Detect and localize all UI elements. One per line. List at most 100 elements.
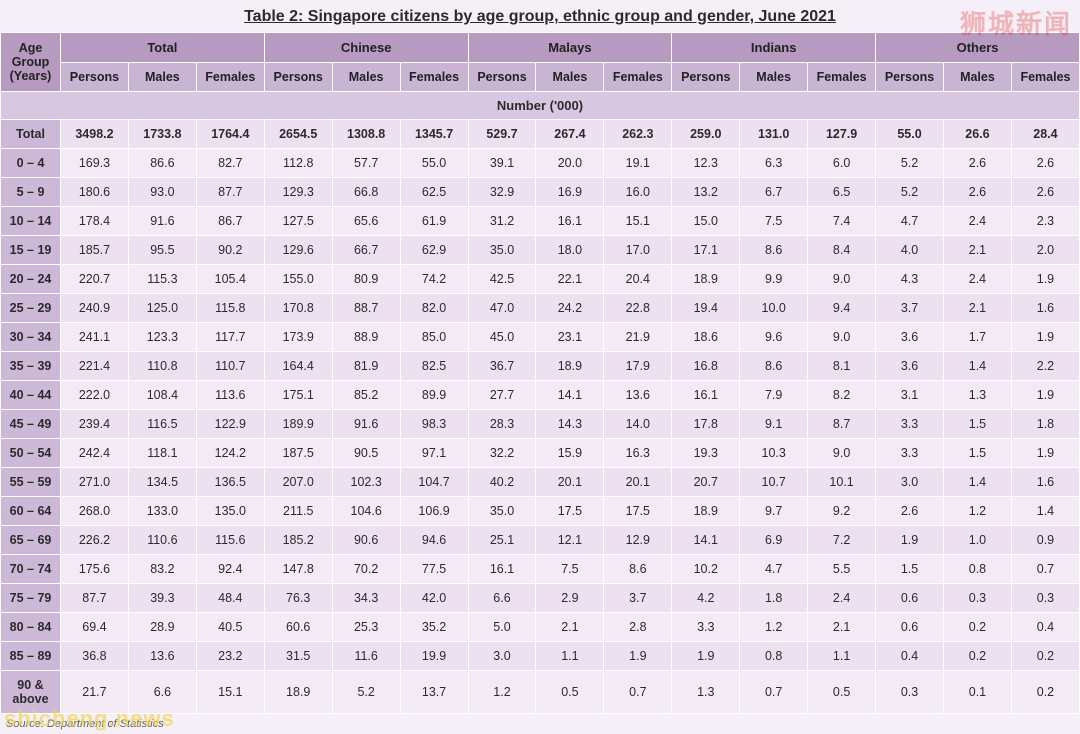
col-others-males: Males bbox=[943, 63, 1011, 92]
col-malays-females: Females bbox=[604, 63, 672, 92]
value-cell: 0.9 bbox=[1011, 526, 1079, 555]
table-row: 0 – 4169.386.682.7112.857.755.039.120.01… bbox=[1, 149, 1080, 178]
value-cell: 268.0 bbox=[61, 497, 129, 526]
value-cell: 19.1 bbox=[604, 149, 672, 178]
value-cell: 1.3 bbox=[943, 381, 1011, 410]
unit-row: Number ('000) bbox=[1, 92, 1080, 120]
value-cell: 24.2 bbox=[536, 294, 604, 323]
value-cell: 14.0 bbox=[604, 410, 672, 439]
value-cell: 47.0 bbox=[468, 294, 536, 323]
age-cell: 15 – 19 bbox=[1, 236, 61, 265]
value-cell: 118.1 bbox=[128, 439, 196, 468]
value-cell: 0.3 bbox=[1011, 584, 1079, 613]
value-cell: 2.6 bbox=[1011, 178, 1079, 207]
value-cell: 221.4 bbox=[61, 352, 129, 381]
value-cell: 19.9 bbox=[400, 642, 468, 671]
value-cell: 28.3 bbox=[468, 410, 536, 439]
age-cell: 60 – 64 bbox=[1, 497, 61, 526]
colgroup-total: Total bbox=[61, 33, 265, 63]
table-row: 45 – 49239.4116.5122.9189.991.698.328.31… bbox=[1, 410, 1080, 439]
value-cell: 6.6 bbox=[468, 584, 536, 613]
value-cell: 55.0 bbox=[876, 120, 944, 149]
age-cell: 25 – 29 bbox=[1, 294, 61, 323]
value-cell: 12.9 bbox=[604, 526, 672, 555]
value-cell: 1.9 bbox=[1011, 439, 1079, 468]
value-cell: 95.5 bbox=[128, 236, 196, 265]
value-cell: 35.2 bbox=[400, 613, 468, 642]
value-cell: 16.1 bbox=[672, 381, 740, 410]
value-cell: 40.5 bbox=[196, 613, 264, 642]
value-cell: 0.2 bbox=[1011, 642, 1079, 671]
value-cell: 6.0 bbox=[808, 149, 876, 178]
value-cell: 39.3 bbox=[128, 584, 196, 613]
col-others-persons: Persons bbox=[876, 63, 944, 92]
value-cell: 1.1 bbox=[536, 642, 604, 671]
value-cell: 16.8 bbox=[672, 352, 740, 381]
value-cell: 2.9 bbox=[536, 584, 604, 613]
table-row: 50 – 54242.4118.1124.2187.590.597.132.21… bbox=[1, 439, 1080, 468]
value-cell: 18.6 bbox=[672, 323, 740, 352]
value-cell: 17.1 bbox=[672, 236, 740, 265]
value-cell: 112.8 bbox=[264, 149, 332, 178]
value-cell: 66.8 bbox=[332, 178, 400, 207]
value-cell: 0.8 bbox=[943, 555, 1011, 584]
value-cell: 189.9 bbox=[264, 410, 332, 439]
value-cell: 0.2 bbox=[1011, 671, 1079, 714]
value-cell: 123.3 bbox=[128, 323, 196, 352]
value-cell: 3498.2 bbox=[61, 120, 129, 149]
age-cell: 65 – 69 bbox=[1, 526, 61, 555]
value-cell: 0.2 bbox=[943, 642, 1011, 671]
value-cell: 93.0 bbox=[128, 178, 196, 207]
value-cell: 1.9 bbox=[876, 526, 944, 555]
value-cell: 9.1 bbox=[740, 410, 808, 439]
value-cell: 90.2 bbox=[196, 236, 264, 265]
value-cell: 4.7 bbox=[740, 555, 808, 584]
value-cell: 185.2 bbox=[264, 526, 332, 555]
value-cell: 1.9 bbox=[672, 642, 740, 671]
value-cell: 1.9 bbox=[1011, 265, 1079, 294]
age-cell: 70 – 74 bbox=[1, 555, 61, 584]
value-cell: 86.6 bbox=[128, 149, 196, 178]
value-cell: 267.4 bbox=[536, 120, 604, 149]
value-cell: 9.7 bbox=[740, 497, 808, 526]
value-cell: 17.8 bbox=[672, 410, 740, 439]
value-cell: 6.7 bbox=[740, 178, 808, 207]
age-cell: 85 – 89 bbox=[1, 642, 61, 671]
value-cell: 74.2 bbox=[400, 265, 468, 294]
value-cell: 211.5 bbox=[264, 497, 332, 526]
value-cell: 207.0 bbox=[264, 468, 332, 497]
table-row: 15 – 19185.795.590.2129.666.762.935.018.… bbox=[1, 236, 1080, 265]
value-cell: 20.4 bbox=[604, 265, 672, 294]
table-row: 70 – 74175.683.292.4147.870.277.516.17.5… bbox=[1, 555, 1080, 584]
value-cell: 10.7 bbox=[740, 468, 808, 497]
value-cell: 39.1 bbox=[468, 149, 536, 178]
value-cell: 65.6 bbox=[332, 207, 400, 236]
value-cell: 175.6 bbox=[61, 555, 129, 584]
col-malays-persons: Persons bbox=[468, 63, 536, 92]
value-cell: 1.5 bbox=[876, 555, 944, 584]
value-cell: 60.6 bbox=[264, 613, 332, 642]
value-cell: 0.7 bbox=[604, 671, 672, 714]
value-cell: 40.2 bbox=[468, 468, 536, 497]
value-cell: 36.8 bbox=[61, 642, 129, 671]
value-cell: 82.0 bbox=[400, 294, 468, 323]
value-cell: 0.7 bbox=[740, 671, 808, 714]
value-cell: 27.7 bbox=[468, 381, 536, 410]
value-cell: 113.6 bbox=[196, 381, 264, 410]
value-cell: 0.5 bbox=[808, 671, 876, 714]
unit-label: Number ('000) bbox=[1, 92, 1080, 120]
value-cell: 5.0 bbox=[468, 613, 536, 642]
value-cell: 0.1 bbox=[943, 671, 1011, 714]
value-cell: 3.7 bbox=[876, 294, 944, 323]
value-cell: 134.5 bbox=[128, 468, 196, 497]
value-cell: 4.0 bbox=[876, 236, 944, 265]
value-cell: 129.6 bbox=[264, 236, 332, 265]
value-cell: 3.3 bbox=[672, 613, 740, 642]
value-cell: 9.0 bbox=[808, 323, 876, 352]
age-cell: 35 – 39 bbox=[1, 352, 61, 381]
table-header: Age Group (Years) Total Chinese Malays I… bbox=[1, 33, 1080, 92]
value-cell: 15.1 bbox=[604, 207, 672, 236]
value-cell: 35.0 bbox=[468, 497, 536, 526]
value-cell: 0.3 bbox=[943, 584, 1011, 613]
value-cell: 8.2 bbox=[808, 381, 876, 410]
